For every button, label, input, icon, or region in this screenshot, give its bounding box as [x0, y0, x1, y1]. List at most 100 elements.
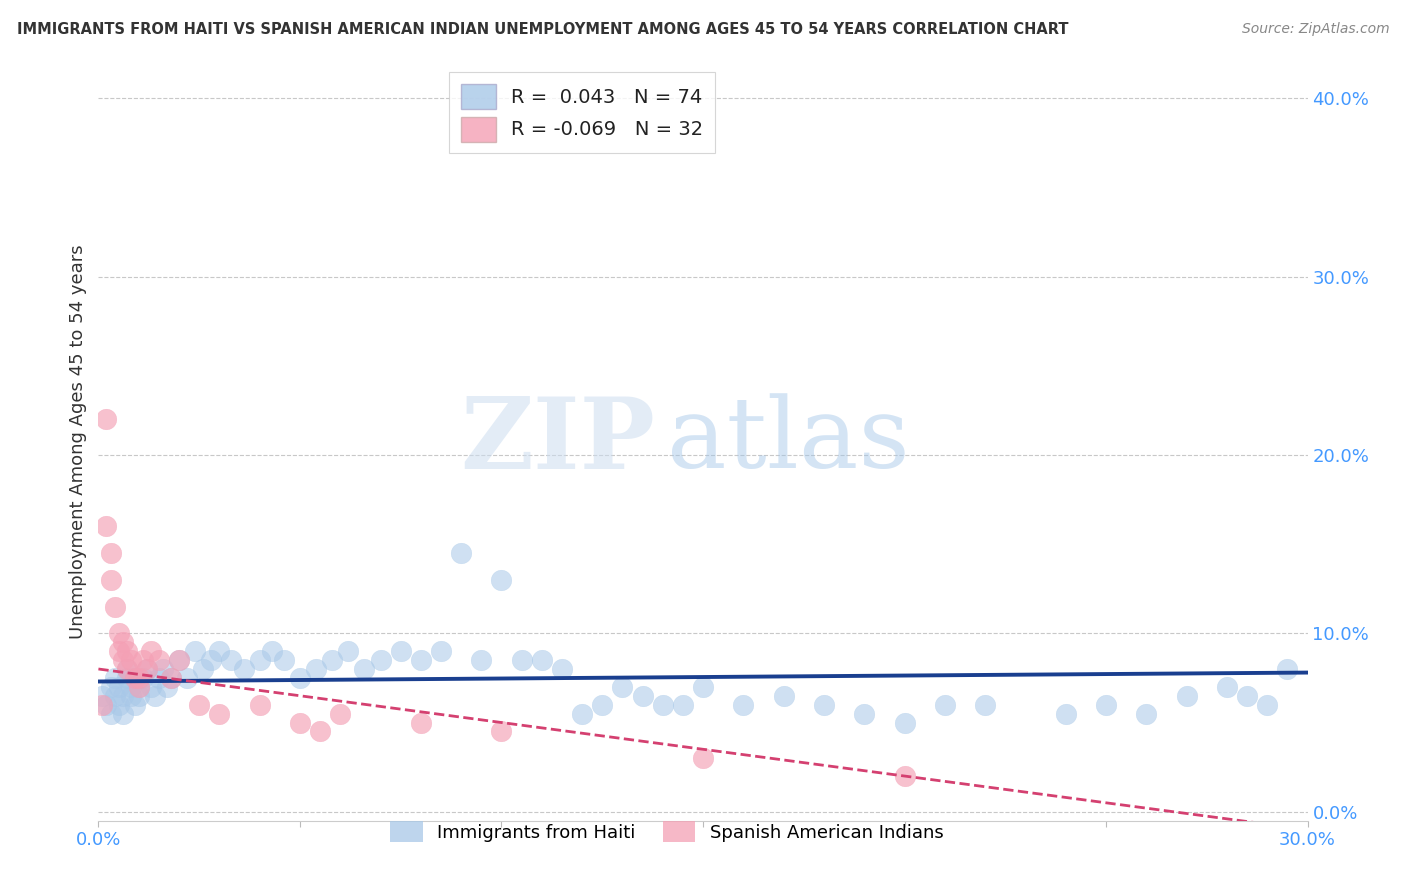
Point — [107, 644, 129, 658]
Point — [128, 680, 150, 694]
Point — [135, 662, 157, 676]
Point — [103, 689, 125, 703]
Point — [893, 769, 915, 783]
Point — [232, 662, 254, 676]
Point — [1277, 662, 1299, 676]
Point — [1054, 706, 1077, 721]
Point — [128, 689, 150, 703]
Point — [160, 671, 183, 685]
Point — [115, 662, 138, 676]
Point — [96, 412, 118, 426]
Text: atlas: atlas — [666, 393, 910, 490]
Point — [91, 698, 114, 712]
Point — [167, 653, 190, 667]
Point — [111, 689, 134, 703]
Point — [692, 751, 714, 765]
Point — [103, 599, 125, 614]
Point — [115, 662, 138, 676]
Point — [530, 653, 553, 667]
Point — [208, 644, 231, 658]
Point — [772, 689, 794, 703]
Point — [135, 662, 157, 676]
Point — [120, 653, 142, 667]
Point — [491, 573, 513, 587]
Point — [1236, 689, 1258, 703]
Point — [148, 671, 170, 685]
Point — [1216, 680, 1239, 694]
Point — [111, 635, 134, 649]
Point — [120, 689, 142, 703]
Point — [96, 698, 118, 712]
Point — [221, 653, 243, 667]
Point — [107, 680, 129, 694]
Point — [160, 671, 183, 685]
Point — [893, 715, 915, 730]
Text: IMMIGRANTS FROM HAITI VS SPANISH AMERICAN INDIAN UNEMPLOYMENT AMONG AGES 45 TO 5: IMMIGRANTS FROM HAITI VS SPANISH AMERICA… — [17, 22, 1069, 37]
Point — [111, 706, 134, 721]
Point — [120, 680, 142, 694]
Point — [91, 689, 114, 703]
Point — [249, 698, 271, 712]
Point — [370, 653, 392, 667]
Point — [321, 653, 343, 667]
Point — [115, 644, 138, 658]
Point — [176, 671, 198, 685]
Point — [1175, 689, 1198, 703]
Point — [853, 706, 876, 721]
Point — [409, 715, 432, 730]
Point — [353, 662, 375, 676]
Point — [188, 698, 211, 712]
Point — [139, 644, 162, 658]
Point — [337, 644, 360, 658]
Point — [305, 662, 328, 676]
Point — [184, 644, 207, 658]
Point — [571, 706, 593, 721]
Y-axis label: Unemployment Among Ages 45 to 54 years: Unemployment Among Ages 45 to 54 years — [69, 244, 87, 639]
Point — [167, 653, 190, 667]
Point — [430, 644, 453, 658]
Point — [934, 698, 956, 712]
Point — [389, 644, 412, 658]
Point — [591, 698, 613, 712]
Point — [1135, 706, 1157, 721]
Point — [510, 653, 533, 667]
Point — [631, 689, 654, 703]
Point — [132, 671, 155, 685]
Point — [651, 698, 673, 712]
Point — [1256, 698, 1278, 712]
Point — [491, 724, 513, 739]
Point — [672, 698, 695, 712]
Point — [813, 698, 835, 712]
Point — [974, 698, 997, 712]
Point — [1095, 698, 1118, 712]
Point — [115, 671, 138, 685]
Point — [450, 546, 472, 560]
Point — [124, 671, 146, 685]
Text: ZIP: ZIP — [460, 393, 655, 490]
Point — [100, 680, 122, 694]
Point — [103, 671, 125, 685]
Point — [733, 698, 755, 712]
Point — [200, 653, 222, 667]
Point — [124, 698, 146, 712]
Point — [409, 653, 432, 667]
Point — [260, 644, 283, 658]
Point — [208, 706, 231, 721]
Point — [124, 671, 146, 685]
Point — [193, 662, 215, 676]
Point — [288, 671, 311, 685]
Point — [96, 519, 118, 533]
Point — [249, 653, 271, 667]
Point — [100, 546, 122, 560]
Point — [692, 680, 714, 694]
Point — [143, 689, 166, 703]
Point — [128, 680, 150, 694]
Point — [132, 653, 155, 667]
Point — [148, 653, 170, 667]
Point — [128, 671, 150, 685]
Point — [152, 662, 174, 676]
Point — [470, 653, 492, 667]
Point — [329, 706, 352, 721]
Point — [273, 653, 295, 667]
Point — [100, 573, 122, 587]
